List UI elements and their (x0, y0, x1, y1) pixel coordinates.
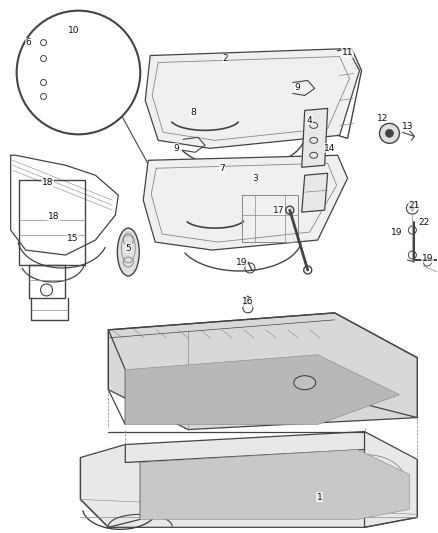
Text: 9: 9 (173, 144, 179, 153)
Text: 11: 11 (342, 48, 353, 57)
Polygon shape (81, 432, 417, 527)
Circle shape (17, 11, 140, 134)
Text: 5: 5 (125, 244, 131, 253)
Polygon shape (125, 355, 399, 425)
Polygon shape (108, 313, 417, 430)
Text: 19: 19 (422, 254, 433, 263)
Polygon shape (302, 108, 328, 167)
Text: 13: 13 (402, 122, 413, 131)
Text: 6: 6 (26, 38, 32, 47)
Circle shape (385, 130, 393, 138)
Text: 19: 19 (391, 228, 402, 237)
Circle shape (379, 123, 399, 143)
Text: 19: 19 (236, 257, 247, 266)
Polygon shape (145, 49, 360, 148)
Text: 15: 15 (67, 233, 78, 243)
Text: 4: 4 (307, 116, 313, 125)
Text: 18: 18 (48, 212, 59, 221)
Text: 18: 18 (42, 177, 53, 187)
Text: 17: 17 (273, 206, 285, 215)
Text: 16: 16 (242, 297, 254, 306)
Text: 9: 9 (295, 83, 300, 92)
Text: 12: 12 (377, 114, 388, 123)
Polygon shape (302, 173, 328, 212)
Ellipse shape (294, 376, 316, 390)
Circle shape (410, 206, 414, 210)
Text: 10: 10 (68, 26, 79, 35)
Text: 2: 2 (222, 54, 228, 63)
Text: 7: 7 (219, 164, 225, 173)
Polygon shape (140, 449, 410, 519)
Text: 14: 14 (324, 144, 336, 153)
Polygon shape (143, 155, 348, 250)
Text: 8: 8 (190, 108, 196, 117)
Text: 21: 21 (409, 200, 420, 209)
Ellipse shape (117, 228, 139, 276)
Text: 22: 22 (419, 217, 430, 227)
Text: 1: 1 (317, 493, 322, 502)
Text: 3: 3 (252, 174, 258, 183)
